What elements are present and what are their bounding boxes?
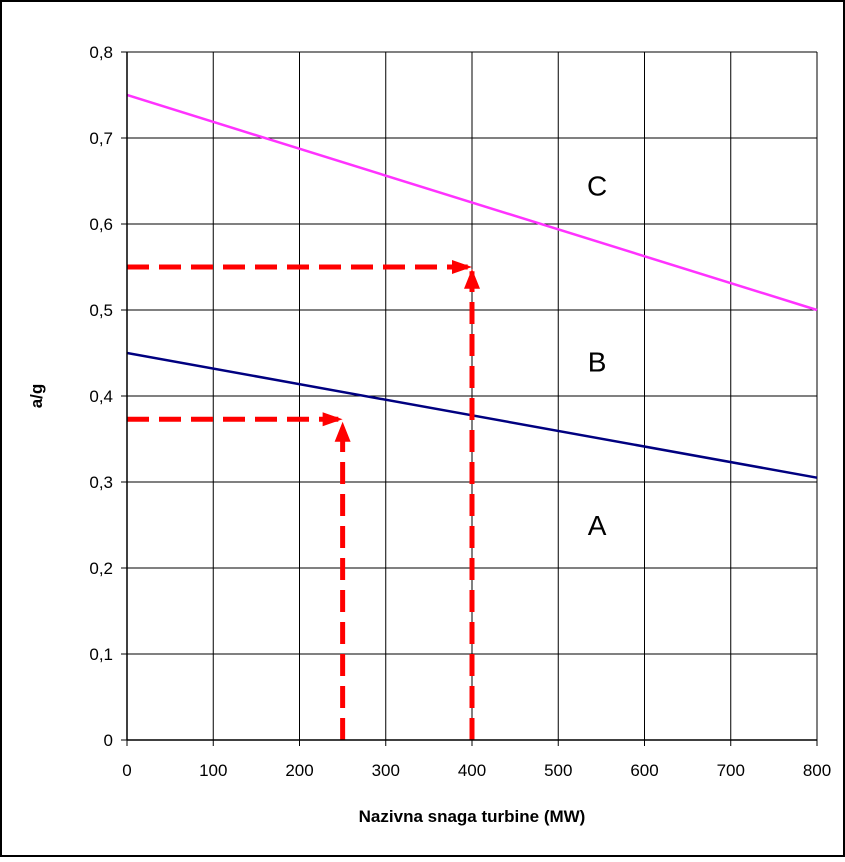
y-axis-title: a/g [27, 384, 46, 409]
y-tick-label: 0,4 [89, 387, 113, 406]
x-tick-label: 0 [122, 761, 131, 780]
y-tick-label: 0 [104, 731, 113, 750]
x-tick-label: 800 [803, 761, 831, 780]
x-tick-label: 200 [285, 761, 313, 780]
y-tick-label: 0,3 [89, 473, 113, 492]
guide-arrowhead [452, 260, 472, 274]
region-label: A [588, 510, 607, 541]
y-tick-label: 0,1 [89, 645, 113, 664]
y-tick-label: 0,5 [89, 301, 113, 320]
y-tick-label: 0,2 [89, 559, 113, 578]
region-label: C [587, 170, 607, 201]
x-tick-label: 100 [199, 761, 227, 780]
series-line-1 [126, 93, 818, 312]
guide-arrowhead [464, 268, 480, 289]
x-tick-label: 500 [544, 761, 572, 780]
guide-arrowhead [334, 421, 351, 442]
axes: 0 100 200 300 400 500 600 700 800 0 0,1 0,2 0,3 0,4 0,… [89, 43, 831, 780]
guide-arrowhead [322, 412, 343, 427]
x-tick-label: 400 [458, 761, 486, 780]
y-tick-label: 0,8 [89, 43, 113, 62]
y-tick-label: 0,7 [89, 129, 113, 148]
region-label: B [588, 347, 607, 378]
x-tick-label: 700 [717, 761, 745, 780]
region-labels: C B A [587, 170, 607, 541]
x-tick-label: 600 [630, 761, 658, 780]
x-tick-label: 300 [372, 761, 400, 780]
guide-lines [127, 260, 480, 740]
y-tick-label: 0,6 [89, 215, 113, 234]
x-axis-title: Nazivna snaga turbine (MW) [359, 807, 586, 826]
